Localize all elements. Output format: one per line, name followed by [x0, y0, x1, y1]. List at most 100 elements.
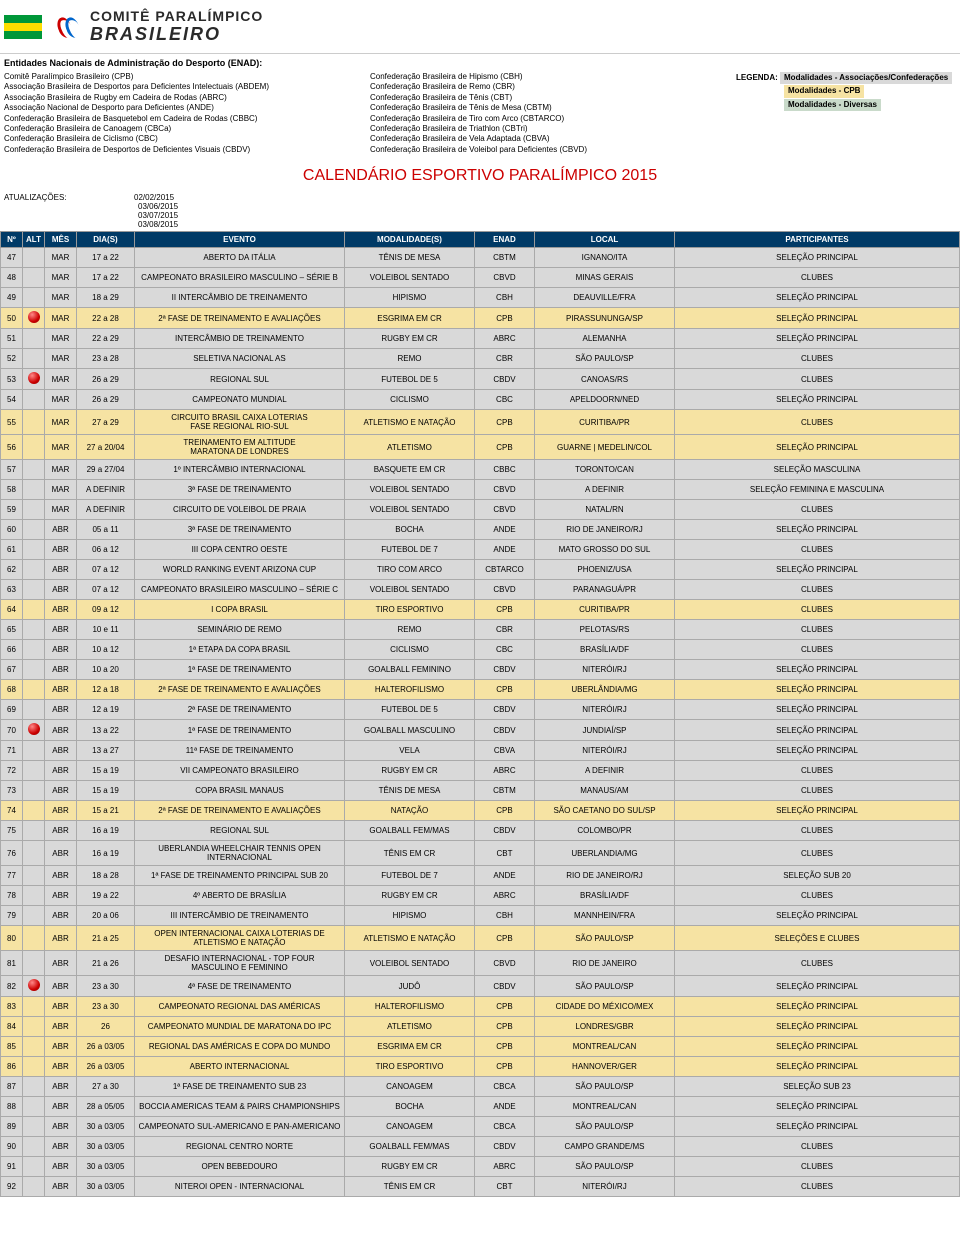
cell-part: SELEÇÃO PRINCIPAL [675, 560, 960, 580]
cell-mod: BOCHA [345, 1097, 475, 1117]
cell-part: CLUBES [675, 500, 960, 520]
cell-enad: CBH [475, 906, 535, 926]
cell-alt [23, 1177, 45, 1197]
cell-alt [23, 801, 45, 821]
cell-local: ALEMANHA [535, 329, 675, 349]
table-row: 79ABR20 a 06III INTERCÂMBIO DE TREINAMEN… [1, 906, 960, 926]
cell-part: CLUBES [675, 1177, 960, 1197]
cell-part: CLUBES [675, 620, 960, 640]
cell-alt [23, 741, 45, 761]
cell-part: SELEÇÃO SUB 23 [675, 1077, 960, 1097]
cell-local: CANOAS/RS [535, 369, 675, 390]
alt-dot-icon [28, 979, 40, 991]
cell-part: CLUBES [675, 349, 960, 369]
cell-local: A DEFINIR [535, 761, 675, 781]
cell-local: CAMPO GRANDE/MS [535, 1137, 675, 1157]
cell-evento: CAMPEONATO BRASILEIRO MASCULINO – SÉRIE … [135, 268, 345, 288]
cell-local: MINAS GERAIS [535, 268, 675, 288]
cell-part: SELEÇÃO PRINCIPAL [675, 390, 960, 410]
cell-mod: REMO [345, 620, 475, 640]
table-row: 84ABR26CAMPEONATO MUNDIAL DE MARATONA DO… [1, 1017, 960, 1037]
legend-item-1: Modalidades - CPB [784, 85, 864, 97]
cell-n: 61 [1, 540, 23, 560]
cell-local: NATAL/RN [535, 500, 675, 520]
cell-n: 60 [1, 520, 23, 540]
cell-n: 77 [1, 866, 23, 886]
cell-evento: 3ª FASE DE TREINAMENTO [135, 520, 345, 540]
entity-item: Confederação Brasileira de Desportos de … [4, 145, 370, 155]
table-row: 53MAR26 a 29REGIONAL SULFUTEBOL DE 5CBDV… [1, 369, 960, 390]
cell-n: 66 [1, 640, 23, 660]
cell-n: 83 [1, 997, 23, 1017]
table-row: 59MARA DEFINIRCIRCUITO DE VOLEIBOL DE PR… [1, 500, 960, 520]
cell-n: 56 [1, 435, 23, 460]
cell-n: 54 [1, 390, 23, 410]
cell-mod: VOLEIBOL SENTADO [345, 500, 475, 520]
cell-n: 65 [1, 620, 23, 640]
cell-dias: 12 a 18 [77, 680, 135, 700]
cell-mod: TÊNIS EM CR [345, 841, 475, 866]
cell-mod: BASQUETE EM CR [345, 460, 475, 480]
cell-mod: ESGRIMA EM CR [345, 308, 475, 329]
cell-mes: MAR [45, 349, 77, 369]
table-row: 56MAR27 a 20/04TREINAMENTO EM ALTITUDEMA… [1, 435, 960, 460]
cell-evento: SELETIVA NACIONAL AS [135, 349, 345, 369]
cell-mes: MAR [45, 500, 77, 520]
cell-alt [23, 329, 45, 349]
cell-enad: CBDV [475, 720, 535, 741]
cell-n: 76 [1, 841, 23, 866]
cell-mes: ABR [45, 926, 77, 951]
cell-n: 74 [1, 801, 23, 821]
cell-part: SELEÇÃO PRINCIPAL [675, 906, 960, 926]
table-row: 66ABR10 a 121ª ETAPA DA COPA BRASILCICLI… [1, 640, 960, 660]
table-row: 74ABR15 a 212ª FASE DE TREINAMENTO E AVA… [1, 801, 960, 821]
cell-part: CLUBES [675, 600, 960, 620]
cell-alt [23, 560, 45, 580]
cell-n: 90 [1, 1137, 23, 1157]
table-row: 69ABR12 a 192ª FASE DE TREINAMENTOFUTEBO… [1, 700, 960, 720]
cell-dias: 30 a 03/05 [77, 1137, 135, 1157]
cell-n: 59 [1, 500, 23, 520]
cell-n: 92 [1, 1177, 23, 1197]
cell-mod: HIPISMO [345, 288, 475, 308]
cell-dias: 26 a 29 [77, 369, 135, 390]
cell-mod: RUGBY EM CR [345, 761, 475, 781]
cell-alt [23, 540, 45, 560]
table-body: 47MAR17 a 22ABERTO DA ITÁLIATÊNIS DE MES… [1, 248, 960, 1197]
cell-alt [23, 951, 45, 976]
cell-mes: ABR [45, 1137, 77, 1157]
table-row: 85ABR26 a 03/05REGIONAL DAS AMÉRICAS E C… [1, 1037, 960, 1057]
cell-local: GUARNE | MEDELIN/COL [535, 435, 675, 460]
cell-local: SÃO PAULO/SP [535, 926, 675, 951]
cell-local: MANNHEIN/FRA [535, 906, 675, 926]
header-logo: COMITÊ PARALÍMPICO BRASILEIRO [0, 0, 960, 54]
table-row: 92ABR30 a 03/05NITEROI OPEN - INTERNACIO… [1, 1177, 960, 1197]
cell-local: SÃO PAULO/SP [535, 1077, 675, 1097]
cell-mes: ABR [45, 976, 77, 997]
cell-mod: VOLEIBOL SENTADO [345, 268, 475, 288]
cell-local: MONTREAL/CAN [535, 1097, 675, 1117]
entity-item: Associação Brasileira de Desportos para … [4, 82, 370, 92]
cell-alt [23, 841, 45, 866]
cell-mod: GOALBALL FEM/MAS [345, 1137, 475, 1157]
cell-n: 82 [1, 976, 23, 997]
agitos-icon [56, 15, 84, 39]
cell-local: IGNANO/ITA [535, 248, 675, 268]
cell-alt [23, 926, 45, 951]
cell-local: NITERÓI/RJ [535, 660, 675, 680]
cell-mes: ABR [45, 560, 77, 580]
cell-dias: 26 [77, 1017, 135, 1037]
cell-alt [23, 761, 45, 781]
cell-enad: CPB [475, 308, 535, 329]
cell-evento: 1ª ETAPA DA COPA BRASIL [135, 640, 345, 660]
table-row: 83ABR23 a 30CAMPEONATO REGIONAL DAS AMÉR… [1, 997, 960, 1017]
cell-mes: MAR [45, 435, 77, 460]
table-row: 87ABR27 a 301ª FASE DE TREINAMENTO SUB 2… [1, 1077, 960, 1097]
table-row: 86ABR26 a 03/05ABERTO INTERNACIONALTIRO … [1, 1057, 960, 1077]
cell-local: SÃO PAULO/SP [535, 976, 675, 997]
cell-mes: ABR [45, 1057, 77, 1077]
brazil-flag-icon [4, 15, 42, 39]
cell-mod: ESGRIMA EM CR [345, 1037, 475, 1057]
cell-part: CLUBES [675, 951, 960, 976]
cell-enad: CBVD [475, 580, 535, 600]
